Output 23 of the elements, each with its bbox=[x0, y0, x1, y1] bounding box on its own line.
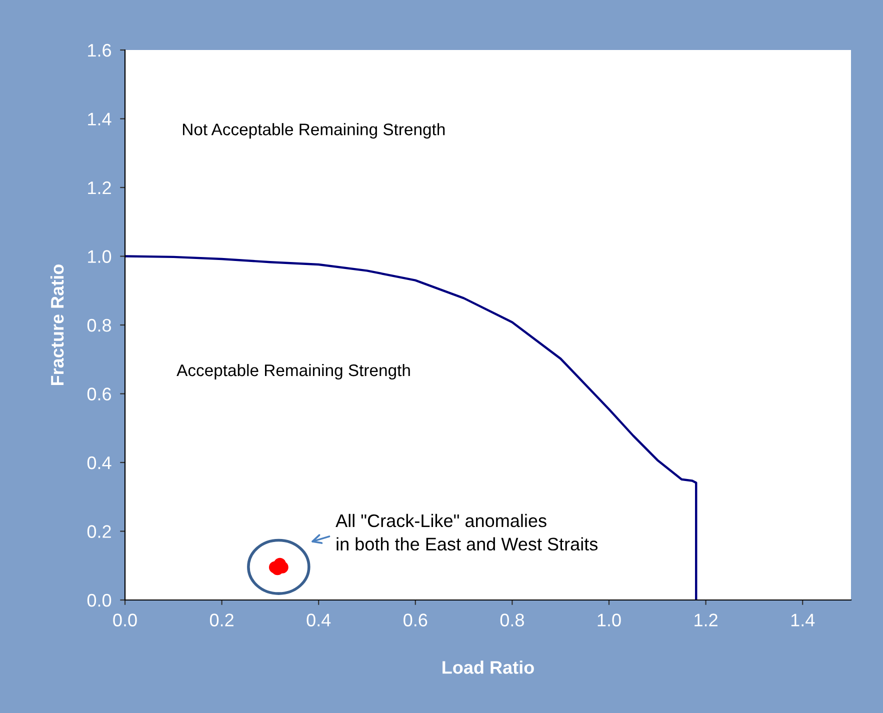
line-series bbox=[125, 255, 698, 600]
annotation: Not Acceptable Remaining Strength bbox=[182, 123, 445, 139]
y-tick-label: 1.2 bbox=[88, 181, 111, 194]
y-tick-label: 1.0 bbox=[88, 250, 112, 263]
x-tick-label: 1.2 bbox=[694, 614, 718, 626]
y-tick-label: 0.0 bbox=[87, 594, 112, 607]
annotation: Acceptable Remaining Strength bbox=[176, 364, 410, 380]
y-tick-label: 0.8 bbox=[87, 318, 112, 332]
x-tick-label: 0.8 bbox=[500, 614, 524, 626]
x-tick-label: 1.4 bbox=[791, 614, 815, 626]
x-tick-label: 0.6 bbox=[404, 614, 428, 626]
x-tick-label: 0.4 bbox=[306, 614, 331, 626]
x-tick-label: 0.2 bbox=[210, 614, 234, 626]
x-tick-label: 0.0 bbox=[113, 614, 137, 626]
x-tick-label: 1.0 bbox=[598, 614, 621, 626]
y-tick-label: 1.4 bbox=[88, 112, 112, 126]
y-tick-label: 0.6 bbox=[87, 388, 112, 400]
x-axis-title: Load Ratio bbox=[442, 660, 534, 674]
y-tick-label: 0.2 bbox=[87, 525, 111, 538]
annotation: All "Crack-Like" anomalies in both the East and West Straits bbox=[336, 514, 598, 551]
y-tick-label: 0.4 bbox=[87, 456, 112, 470]
y-axis-title: Fracture Ratio bbox=[50, 264, 64, 385]
y-tick-label: 1.6 bbox=[88, 44, 112, 57]
